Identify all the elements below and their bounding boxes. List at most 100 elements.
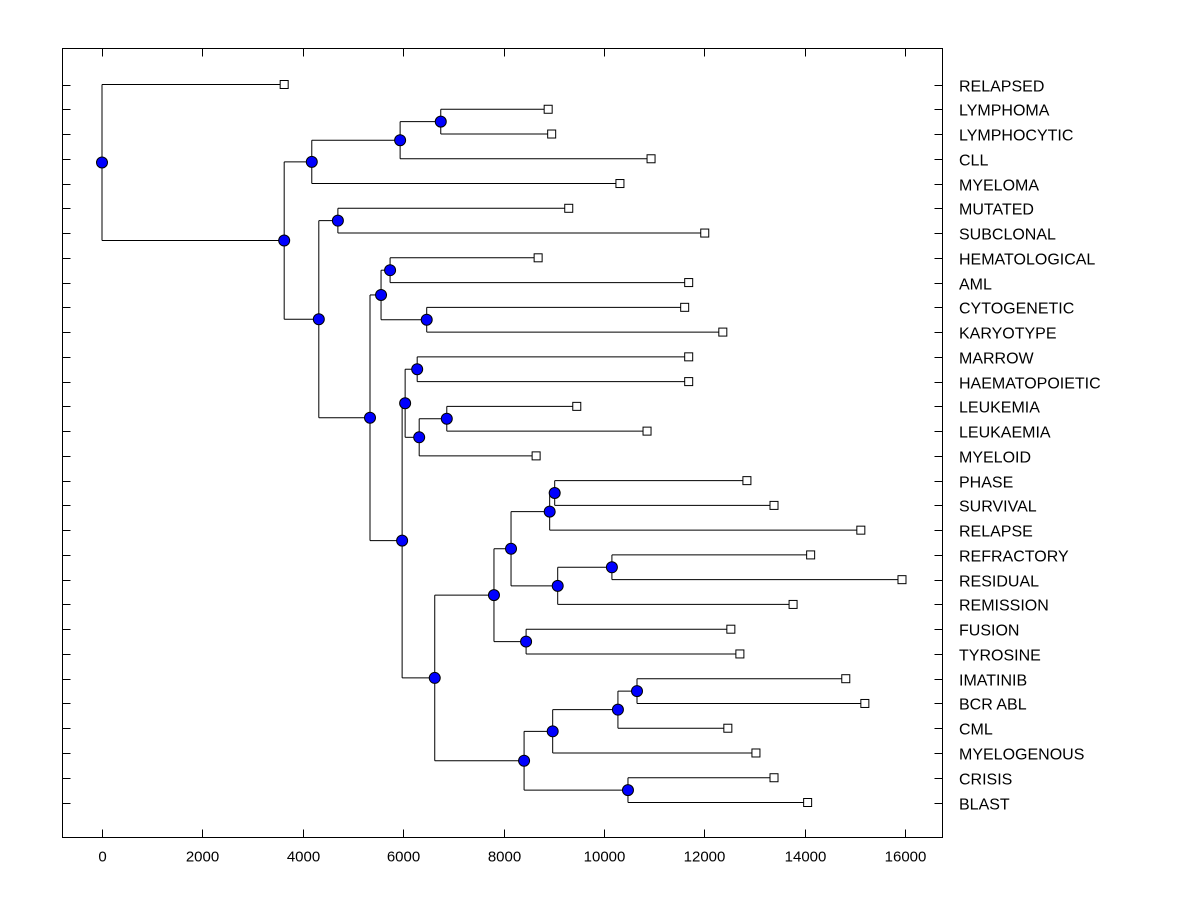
leaf-marker	[742, 476, 752, 486]
leaf-label: IMATINIB	[959, 673, 1027, 690]
merge-node	[331, 214, 344, 227]
leaf-marker	[572, 401, 582, 411]
merge-node	[543, 505, 556, 518]
leaf-labels: RELAPSED LYMPHOMA LYMPHOCYTIC CLL MYELOMA MUT…	[959, 79, 1101, 814]
leaf-label: AML	[959, 277, 992, 294]
leaf-label: HEMATOLOGICAL	[959, 252, 1095, 269]
leaf-label: HAEMATOPOIETIC	[959, 376, 1101, 393]
x-tick-label: 16000	[885, 849, 927, 866]
merge-node	[312, 313, 325, 326]
leaf-marker	[806, 550, 816, 560]
leaf-label: MYELOID	[959, 450, 1031, 467]
merge-node	[520, 635, 533, 648]
x-tick-label: 14000	[785, 849, 827, 866]
leaf-label: TYROSINE	[959, 648, 1041, 665]
leaf-marker	[531, 451, 541, 461]
x-tick-label: 8000	[488, 849, 521, 866]
merge-node	[630, 685, 643, 698]
merge-node	[518, 754, 531, 767]
merge-node	[411, 363, 424, 376]
x-tick-label: 2000	[186, 849, 219, 866]
leaf-label: MYELOGENOUS	[959, 747, 1084, 764]
leaf-marker	[735, 649, 745, 659]
leaf-label: CYTOGENETIC	[959, 301, 1074, 318]
leaf-label: CLL	[959, 153, 988, 170]
leaf-marker	[533, 253, 543, 263]
leaf-label: MUTATED	[959, 202, 1034, 219]
leaf-marker	[841, 674, 851, 684]
merge-node	[413, 431, 426, 444]
x-tick-label: 4000	[287, 849, 320, 866]
leaf-marker	[642, 426, 652, 436]
leaf-marker	[769, 500, 779, 510]
merge-node	[375, 288, 388, 301]
leaf-marker	[723, 723, 733, 733]
leaf-label: RELAPSED	[959, 79, 1044, 96]
x-tick-label: 12000	[684, 849, 726, 866]
merge-node	[394, 134, 407, 147]
merge-node	[605, 561, 618, 574]
dendrogram-links	[101, 84, 902, 803]
x-tick-label: 0	[98, 849, 106, 866]
leaf-label: LYMPHOCYTIC	[959, 128, 1073, 145]
merge-node	[278, 234, 291, 247]
plot-frame	[62, 48, 943, 838]
leaf-label: RESIDUAL	[959, 574, 1039, 591]
dendrogram-nodes	[96, 80, 907, 807]
merge-node	[440, 412, 453, 425]
leaf-label: MYELOMA	[959, 178, 1039, 195]
leaf-marker	[615, 179, 625, 189]
leaf-label: CRISIS	[959, 772, 1012, 789]
merge-node	[428, 671, 441, 684]
leaf-marker	[700, 228, 710, 238]
leaf-marker	[856, 525, 866, 535]
leaf-marker	[543, 104, 553, 114]
leaf-marker	[897, 575, 907, 585]
merge-node	[434, 115, 447, 128]
leaf-marker	[684, 377, 694, 387]
leaf-label: LYMPHOMA	[959, 103, 1050, 120]
x-tick-label: 10000	[584, 849, 626, 866]
leaf-marker	[547, 129, 557, 139]
merge-node	[396, 534, 409, 547]
merge-node	[487, 589, 500, 602]
leaf-marker	[860, 698, 870, 708]
leaf-label: KARYOTYPE	[959, 326, 1057, 343]
leaf-marker	[718, 327, 728, 337]
merge-node	[420, 313, 433, 326]
leaf-label: LEUKAEMIA	[959, 425, 1051, 442]
leaf-marker	[279, 80, 289, 89]
merge-node	[364, 411, 377, 424]
merge-node	[96, 156, 108, 169]
merge-node	[546, 725, 559, 738]
leaf-marker	[803, 798, 813, 807]
leaf-marker	[646, 154, 656, 164]
leaf-label: MARROW	[959, 351, 1035, 368]
leaf-label: BLAST	[959, 797, 1010, 814]
leaf-marker	[564, 203, 574, 213]
leaf-label: SUBCLONAL	[959, 227, 1056, 244]
merge-node	[621, 784, 634, 797]
leaf-marker	[769, 773, 779, 783]
merge-node	[384, 264, 397, 277]
leaf-label: CML	[959, 722, 993, 739]
merge-node	[305, 155, 318, 168]
leaf-label: SURVIVAL	[959, 499, 1037, 516]
merge-node	[505, 542, 518, 555]
leaf-marker	[726, 624, 736, 634]
leaf-label: RELAPSE	[959, 524, 1033, 541]
merge-node	[548, 487, 561, 500]
leaf-label: LEUKEMIA	[959, 400, 1040, 417]
leaf-marker	[788, 599, 798, 609]
leaf-label: REFRACTORY	[959, 549, 1069, 566]
leaf-marker	[684, 352, 694, 362]
leaf-label: REMISSION	[959, 598, 1049, 615]
leaf-label: FUSION	[959, 623, 1019, 640]
merge-node	[611, 703, 624, 716]
axis-ticks: 0 2000 4000 6000 8000 10000 12000 14000 16000	[62, 48, 943, 866]
leaf-label: PHASE	[959, 475, 1013, 492]
leaf-marker	[684, 278, 694, 288]
leaf-marker	[751, 748, 761, 758]
merge-node	[551, 579, 564, 592]
